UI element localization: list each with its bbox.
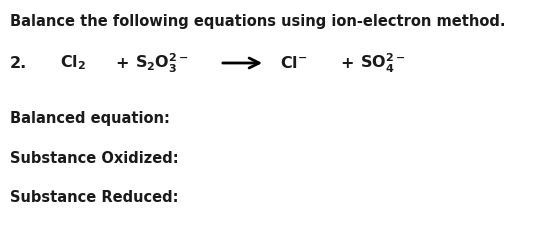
Text: $\mathbf{Cl^{-}}$: $\mathbf{Cl^{-}}$ [280, 55, 307, 71]
Text: +: + [340, 55, 353, 70]
Text: $\mathbf{Cl_2}$: $\mathbf{Cl_2}$ [60, 54, 86, 72]
Text: Substance Reduced:: Substance Reduced: [10, 191, 178, 206]
Text: $\mathbf{SO_4^{2-}}$: $\mathbf{SO_4^{2-}}$ [360, 52, 405, 75]
Text: +: + [115, 55, 129, 70]
Text: 2.: 2. [10, 55, 27, 70]
Text: Balance the following equations using ion-electron method.: Balance the following equations using io… [10, 14, 506, 29]
Text: Substance Oxidized:: Substance Oxidized: [10, 150, 179, 165]
Text: $\mathbf{S_2O_3^{2-}}$: $\mathbf{S_2O_3^{2-}}$ [135, 52, 189, 75]
Text: Balanced equation:: Balanced equation: [10, 111, 170, 125]
